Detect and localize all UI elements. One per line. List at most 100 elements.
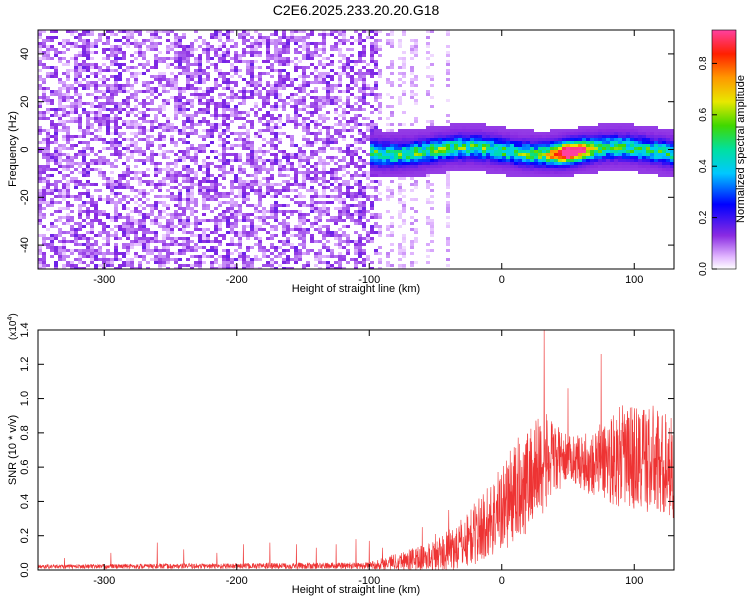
- heatmap-cell: [306, 51, 310, 54]
- heatmap-cell: [502, 162, 506, 165]
- heatmap-cell: [410, 252, 414, 255]
- heatmap-cell: [66, 192, 70, 195]
- heatmap-cell: [330, 219, 334, 222]
- heatmap-cell: [326, 213, 330, 216]
- heatmap-cell: [54, 150, 58, 153]
- heatmap-cell: [234, 84, 238, 87]
- heatmap-cell: [366, 69, 370, 72]
- heatmap-cell: [426, 147, 430, 150]
- heatmap-cell: [122, 84, 126, 87]
- heatmap-cell: [138, 117, 142, 120]
- heatmap-cell: [330, 63, 334, 66]
- heatmap-cell: [398, 201, 402, 204]
- heatmap-cell: [246, 63, 250, 66]
- heatmap-cell: [218, 102, 222, 105]
- heatmap-cell: [42, 90, 46, 93]
- heatmap-cell: [398, 147, 402, 150]
- heatmap-cell: [334, 72, 338, 75]
- heatmap-cell: [346, 249, 350, 252]
- heatmap-cell: [378, 261, 382, 264]
- heatmap-cell: [210, 267, 214, 269]
- heatmap-cell: [330, 231, 334, 234]
- heatmap-cell: [278, 189, 282, 192]
- heatmap-cell: [518, 141, 522, 144]
- heatmap-cell: [494, 162, 498, 165]
- heatmap-cell: [302, 204, 306, 207]
- heatmap-cell: [146, 69, 150, 72]
- heatmap-cell: [242, 54, 246, 57]
- heatmap-cell: [130, 144, 134, 147]
- heatmap-cell: [222, 99, 226, 102]
- heatmap-cell: [134, 72, 138, 75]
- heatmap-cell: [390, 111, 394, 114]
- heatmap-cell: [210, 240, 214, 243]
- heatmap-cell: [310, 156, 314, 159]
- heatmap-cell: [266, 114, 270, 117]
- heatmap-cell: [190, 114, 194, 117]
- heatmap-cell: [338, 216, 342, 219]
- heatmap-cell: [134, 96, 138, 99]
- heatmap-cell: [398, 159, 402, 162]
- heatmap-cell: [298, 96, 302, 99]
- heatmap-cell: [254, 66, 258, 69]
- heatmap-cell: [46, 177, 50, 180]
- heatmap-cell: [282, 189, 286, 192]
- heatmap-cell: [282, 42, 286, 45]
- heatmap-cell: [294, 63, 298, 66]
- heatmap-cell: [50, 126, 54, 129]
- heatmap-cell: [194, 123, 198, 126]
- heatmap-cell: [370, 201, 374, 204]
- heatmap-cell: [498, 153, 502, 156]
- heatmap-cell: [302, 213, 306, 216]
- heatmap-cell: [386, 189, 390, 192]
- heatmap-cell: [246, 237, 250, 240]
- heatmap-cell: [186, 231, 190, 234]
- heatmap-cell: [358, 60, 362, 63]
- heatmap-cell: [170, 240, 174, 243]
- heatmap-cell: [454, 138, 458, 141]
- heatmap-cell: [142, 174, 146, 177]
- heatmap-cell: [482, 153, 486, 156]
- heatmap-cell: [270, 141, 274, 144]
- heatmap-cell: [158, 189, 162, 192]
- heatmap-cell: [46, 99, 50, 102]
- heatmap-cell: [258, 54, 262, 57]
- heatmap-cell: [506, 156, 510, 159]
- heatmap-cell: [370, 45, 374, 48]
- heatmap-cell: [126, 222, 130, 225]
- heatmap-cell: [130, 240, 134, 243]
- heatmap-cell: [154, 258, 158, 261]
- heatmap-cell: [182, 111, 186, 114]
- heatmap-cell: [390, 114, 394, 117]
- heatmap-cell: [554, 174, 558, 177]
- heatmap-cell: [354, 39, 358, 42]
- heatmap-cell: [170, 219, 174, 222]
- heatmap-cell: [46, 243, 50, 246]
- heatmap-cell: [174, 171, 178, 174]
- heatmap-cell: [370, 135, 374, 138]
- heatmap-cell: [278, 165, 282, 168]
- heatmap-cell: [186, 69, 190, 72]
- heatmap-cell: [450, 162, 454, 165]
- heatmap-cell: [122, 261, 126, 264]
- heatmap-cell: [94, 72, 98, 75]
- heatmap-cell: [294, 183, 298, 186]
- heatmap-cell: [174, 159, 178, 162]
- heatmap-cell: [290, 138, 294, 141]
- heatmap-cell: [426, 159, 430, 162]
- heatmap-cell: [514, 153, 518, 156]
- heatmap-cell: [210, 132, 214, 135]
- heatmap-cell: [230, 171, 234, 174]
- heatmap-cell: [362, 150, 366, 153]
- heatmap-cell: [318, 129, 322, 132]
- heatmap-cell: [70, 84, 74, 87]
- heatmap-cell: [150, 39, 154, 42]
- heatmap-cell: [410, 93, 414, 96]
- heatmap-cell: [458, 132, 462, 135]
- heatmap-cell: [66, 162, 70, 165]
- heatmap-cell: [86, 183, 90, 186]
- heatmap-cell: [358, 72, 362, 75]
- heatmap-cell: [226, 171, 230, 174]
- heatmap-cell: [314, 126, 318, 129]
- heatmap-cell: [178, 36, 182, 39]
